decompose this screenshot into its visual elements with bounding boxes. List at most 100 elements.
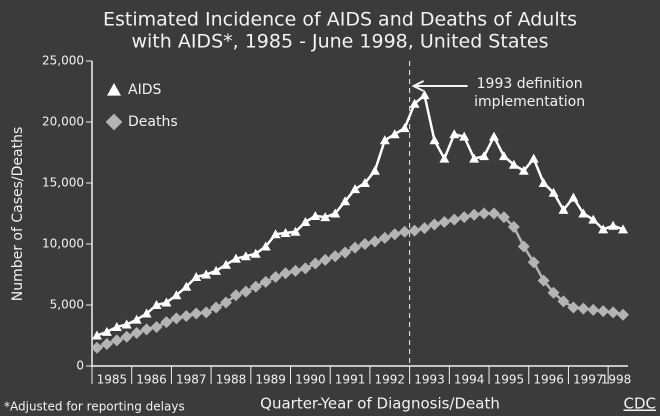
marker xyxy=(249,280,262,293)
marker xyxy=(508,159,519,169)
marker xyxy=(221,259,231,269)
marker xyxy=(517,240,530,253)
marker xyxy=(191,271,202,281)
marker xyxy=(269,270,282,283)
chart-title: with AIDS*, 1985 - June 1998, United Sta… xyxy=(131,31,548,53)
marker xyxy=(279,267,292,280)
marker xyxy=(230,253,241,263)
marker xyxy=(181,281,192,291)
marker xyxy=(468,208,481,221)
marker xyxy=(537,274,550,287)
marker xyxy=(369,165,380,175)
marker xyxy=(567,301,580,314)
marker xyxy=(587,303,600,316)
marker xyxy=(547,286,560,299)
marker xyxy=(250,248,261,258)
marker xyxy=(469,153,480,163)
marker xyxy=(141,308,152,318)
marker xyxy=(210,301,223,314)
marker xyxy=(449,129,460,139)
marker xyxy=(161,297,172,307)
x-tick-label: 1990 xyxy=(295,373,326,387)
x-tick-label: 1994 xyxy=(454,373,485,387)
marker xyxy=(110,334,123,347)
marker xyxy=(489,131,499,141)
chart-title: Estimated Incidence of AIDS and Deaths o… xyxy=(103,9,577,31)
marker xyxy=(170,312,183,325)
marker xyxy=(568,192,579,202)
marker xyxy=(150,320,163,333)
y-tick-label: 0 xyxy=(76,359,84,373)
marker xyxy=(300,217,311,227)
x-tick-label: 1993 xyxy=(414,373,445,387)
marker xyxy=(479,151,490,161)
marker xyxy=(171,290,182,300)
marker xyxy=(577,302,590,315)
marker xyxy=(538,178,549,187)
marker xyxy=(389,129,400,139)
x-axis-label: Quarter-Year of Diagnosis/Death xyxy=(260,395,500,413)
marker xyxy=(458,211,471,224)
marker xyxy=(111,321,122,331)
x-tick-label: 1986 xyxy=(136,373,167,387)
x-tick-label: 1996 xyxy=(533,373,564,387)
marker xyxy=(548,187,559,197)
marker xyxy=(518,165,529,175)
marker xyxy=(408,224,421,237)
marker xyxy=(330,208,341,218)
marker xyxy=(378,231,391,244)
marker xyxy=(240,251,251,261)
marker xyxy=(528,153,539,163)
legend-marker xyxy=(105,113,123,131)
marker xyxy=(617,308,630,321)
x-tick-label: 1987 xyxy=(176,373,207,387)
marker xyxy=(409,98,420,108)
marker xyxy=(101,326,112,336)
x-tick-label: 1992 xyxy=(375,373,406,387)
marker xyxy=(121,319,132,329)
marker xyxy=(339,246,352,259)
marker xyxy=(478,207,491,220)
x-tick-label: 1998 xyxy=(601,373,632,387)
marker xyxy=(309,257,322,270)
marker xyxy=(358,238,371,250)
marker xyxy=(350,184,361,194)
marker xyxy=(618,224,629,234)
marker xyxy=(201,269,212,279)
marker xyxy=(379,135,390,145)
source: CDC xyxy=(624,395,657,413)
marker xyxy=(558,204,569,214)
annotation-text: implementation xyxy=(474,94,585,110)
marker xyxy=(507,220,520,233)
marker xyxy=(140,323,153,336)
marker xyxy=(289,264,302,277)
marker xyxy=(320,212,331,222)
marker xyxy=(299,262,312,275)
marker xyxy=(388,228,401,241)
x-tick-label: 1997 xyxy=(573,373,604,387)
annotation-text: 1993 definition xyxy=(477,76,583,92)
marker xyxy=(429,135,440,145)
marker xyxy=(419,90,430,100)
marker xyxy=(368,235,381,248)
x-tick-label: 1995 xyxy=(494,373,525,387)
legend-label: Deaths xyxy=(128,114,178,130)
y-tick-label: 15,000 xyxy=(42,176,84,190)
marker xyxy=(598,224,609,234)
marker xyxy=(448,213,461,226)
marker xyxy=(319,253,332,266)
marker xyxy=(120,330,133,343)
marker xyxy=(578,208,589,218)
x-tick-label: 1988 xyxy=(216,373,247,387)
marker xyxy=(608,220,619,230)
marker xyxy=(418,222,431,235)
marker xyxy=(260,241,271,251)
marker xyxy=(280,228,291,238)
marker xyxy=(527,256,540,269)
y-tick-label: 5,000 xyxy=(50,298,84,312)
marker xyxy=(220,296,232,309)
marker xyxy=(130,327,143,340)
marker xyxy=(310,210,321,220)
footnote: *Adjusted for reporting delays xyxy=(4,400,185,414)
